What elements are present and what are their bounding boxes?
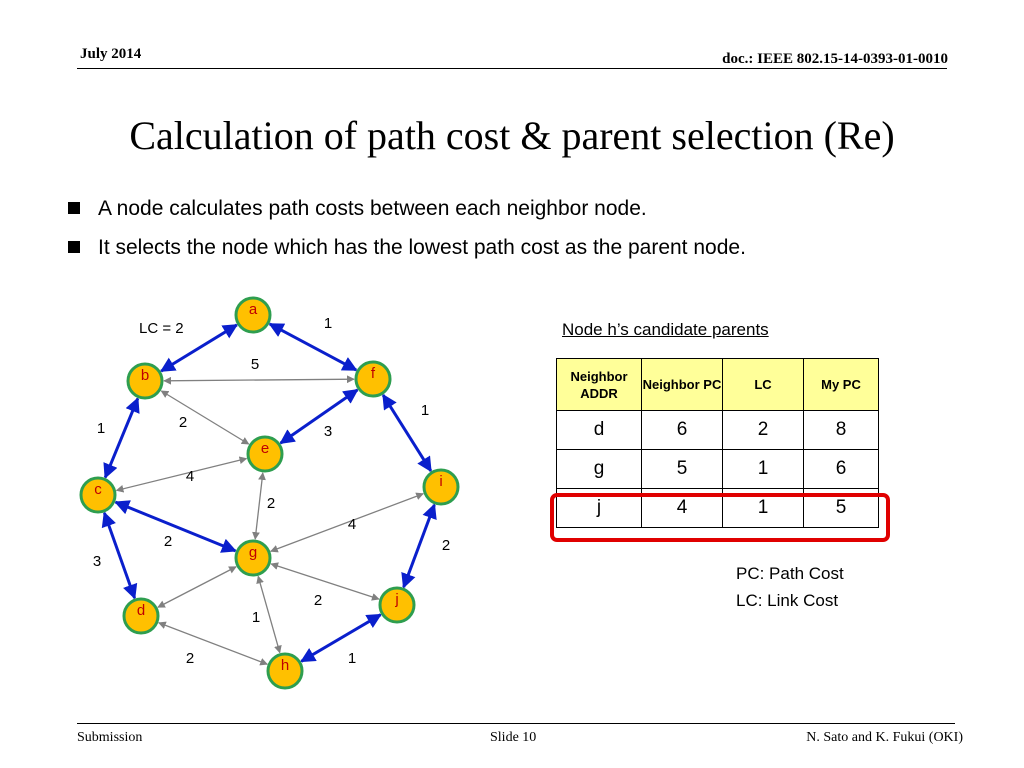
node-label-g: g [249, 544, 257, 561]
edge-weight-g-h: 1 [252, 609, 260, 626]
edge-b-e [160, 390, 250, 445]
table-cell: 2 [722, 410, 804, 450]
header-divider [77, 68, 947, 69]
table-cell: 5 [641, 449, 723, 489]
edge-weight-f-e: 3 [324, 423, 332, 440]
legend-link-cost: LC: Link Cost [736, 591, 839, 610]
node-label-d: d [137, 602, 145, 619]
edge-g-j [270, 562, 380, 601]
edge-weight-i-g: 4 [348, 516, 356, 533]
candidate-parents-title: Node h’s candidate parents [562, 320, 769, 339]
edge-weight-g-j: 2 [314, 592, 322, 609]
header-doc-id: doc.: IEEE 802.15-14-0393-01-0010 [722, 51, 948, 67]
edge-weight-e-c: 4 [186, 468, 194, 485]
footer-slide-number: Slide 10 [490, 730, 537, 745]
edge-h-j [300, 613, 382, 663]
bullet-2: It selects the node which has the lowest… [68, 236, 746, 260]
edge-weight-b-e: 2 [179, 414, 187, 431]
edge-weight-a-f: 1 [324, 315, 332, 332]
edge-g-d [157, 566, 237, 608]
bullet-square-icon [68, 202, 80, 214]
col-lc: LC [722, 358, 804, 411]
graph-edges [101, 322, 437, 666]
edge-weight-c-d: 3 [93, 553, 101, 570]
edge-e-g [252, 472, 266, 540]
edge-weight-c-g: 2 [164, 533, 172, 550]
edge-f-i [381, 393, 433, 473]
candidate-parents-table: Neighbor ADDR Neighbor PC LC My PC d 6 2… [556, 358, 879, 528]
node-label-c: c [94, 481, 102, 498]
header-date: July 2014 [80, 46, 142, 62]
edge-weight-h-j: 1 [348, 650, 356, 667]
node-j [378, 586, 416, 624]
edge-a-f [268, 322, 358, 372]
col-my-pc: My PC [803, 358, 879, 411]
node-f [354, 360, 392, 398]
selected-parent-highlight [550, 493, 890, 542]
table-cell: 8 [803, 410, 879, 450]
table-cell: d [556, 410, 642, 450]
node-label-j: j [394, 591, 398, 608]
edge-weight-b-c: 1 [97, 420, 105, 437]
edge-b-c [103, 397, 140, 479]
edge-weight-i-j: 2 [442, 537, 450, 554]
edge-weight-b-f: 5 [251, 356, 259, 373]
table-row: d 6 2 8 [556, 410, 879, 450]
edge-weight-e-g: 2 [267, 495, 275, 512]
edge-b-f [163, 375, 355, 385]
footer-divider [77, 723, 955, 724]
bullet-square-icon [68, 241, 80, 253]
edge-i-j [401, 503, 437, 589]
bullet-2-text: It selects the node which has the lowest… [98, 236, 746, 259]
bullet-1: A node calculates path costs between eac… [68, 197, 647, 221]
node-label-a: a [249, 301, 258, 318]
edge-i-g [270, 492, 424, 553]
graph-nodes: a b c d e f g h i j [79, 296, 460, 690]
table-cell: 1 [722, 449, 804, 489]
node-h [266, 652, 304, 690]
edge-d-h [158, 621, 268, 666]
footer-authors: N. Sato and K. Fukui (OKI) [806, 730, 963, 745]
graph-edge-weights: 1 5 1 2 3 1 4 2 2 3 4 2 2 1 2 1 [93, 315, 450, 667]
node-i [422, 468, 460, 506]
edge-c-d [101, 511, 138, 600]
edge-weight-d-h: 2 [186, 650, 194, 667]
node-d [122, 597, 160, 635]
node-g [234, 539, 272, 577]
node-a [234, 296, 272, 334]
col-neighbor-addr: Neighbor ADDR [556, 358, 642, 411]
edge-a-b [159, 323, 239, 373]
col-neighbor-pc: Neighbor PC [641, 358, 723, 411]
edge-c-g [114, 500, 237, 553]
lc-annotation: LC = 2 [139, 320, 184, 337]
node-label-e: e [261, 440, 269, 457]
edge-weight-f-i: 1 [421, 402, 429, 419]
edge-g-h [256, 575, 282, 654]
slide-title: Calculation of path cost & parent select… [129, 113, 895, 158]
table-cell: 6 [803, 449, 879, 489]
table-cell: 6 [641, 410, 723, 450]
legend-path-cost: PC: Path Cost [736, 564, 844, 583]
node-label-b: b [141, 367, 149, 384]
node-label-h: h [281, 657, 289, 674]
edge-e-c [115, 456, 248, 493]
node-e [246, 435, 284, 473]
node-c [79, 476, 117, 514]
edge-f-e [279, 388, 359, 445]
bullet-1-text: A node calculates path costs between eac… [98, 197, 647, 220]
table-cell: g [556, 449, 642, 489]
node-label-f: f [371, 365, 376, 382]
table-header-row: Neighbor ADDR Neighbor PC LC My PC [556, 358, 879, 411]
node-b [126, 362, 164, 400]
table-row: g 5 1 6 [556, 449, 879, 489]
node-label-i: i [439, 473, 442, 490]
footer-submission: Submission [77, 730, 143, 745]
